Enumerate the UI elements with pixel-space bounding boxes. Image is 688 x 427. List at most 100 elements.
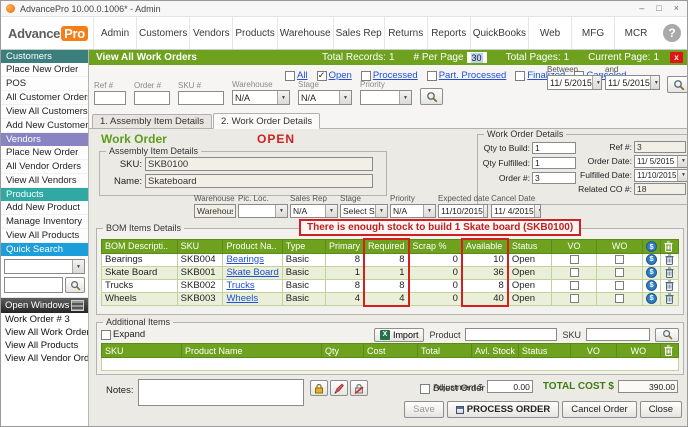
sidebar-item[interactable]: Place New Order — [1, 63, 88, 77]
qty-fulfilled-field[interactable] — [532, 156, 576, 169]
order-filter-input[interactable] — [134, 91, 170, 105]
col-sku[interactable]: SKU — [176, 238, 224, 254]
col-type[interactable]: Type — [281, 238, 327, 254]
sidebar-item[interactable]: All Vendor Orders — [1, 160, 88, 174]
sidebar-item[interactable]: View All Vendors — [1, 174, 88, 188]
trash-icon[interactable] — [665, 280, 674, 291]
dollar-icon[interactable]: $ — [646, 267, 658, 278]
vo-checkbox[interactable] — [569, 280, 579, 290]
menu-item[interactable]: MFG — [571, 17, 614, 49]
close-button[interactable]: Close — [639, 401, 682, 418]
col-available[interactable]: Available — [460, 237, 509, 254]
direct-order-checkbox[interactable]: Direct Order — [420, 383, 485, 394]
tab[interactable]: 1. Assembly Item Details — [92, 114, 213, 128]
menu-item[interactable]: Sales Rep — [332, 17, 384, 49]
fulfilled-date-picker[interactable]: 11/10/2015 — [634, 168, 687, 182]
notes-textarea[interactable] — [138, 379, 304, 406]
priority-dropdown[interactable]: N/A — [390, 204, 436, 218]
wo-checkbox[interactable] — [615, 280, 625, 290]
adjustment-input[interactable] — [486, 380, 533, 393]
tab[interactable]: 2. Work Order Details — [213, 113, 321, 129]
menu-item[interactable]: Admin — [93, 17, 136, 49]
stage-dropdown[interactable]: Select S — [340, 204, 388, 218]
import-button[interactable]: X Import — [373, 327, 425, 342]
wo-checkbox[interactable] — [615, 293, 625, 303]
open-window-item[interactable]: Work Order # 3 — [5, 314, 70, 325]
additional-search-button[interactable] — [655, 327, 679, 342]
cancel-date-picker[interactable]: 11/ 4/2015 — [491, 204, 542, 218]
bom-cell-required[interactable]: 8 — [363, 278, 410, 293]
dollar-icon[interactable]: $ — [646, 293, 658, 304]
dollar-icon[interactable]: $ — [646, 254, 658, 265]
vo-checkbox[interactable] — [569, 267, 579, 277]
cancel-order-button[interactable]: Cancel Order — [562, 401, 637, 418]
bom-cell-scrap[interactable]: 0 — [408, 278, 463, 293]
lock-note-button[interactable] — [310, 380, 328, 396]
product-link[interactable]: Trucks — [226, 279, 255, 291]
per-page-input[interactable]: 30 — [466, 52, 487, 63]
sku-search-input[interactable] — [586, 328, 650, 341]
open-window-item[interactable]: View All Work Orders — [5, 327, 89, 338]
expected-date-picker[interactable]: 11/10/2015 — [438, 204, 488, 218]
and-date-picker[interactable]: 11/ 5/2015 — [605, 75, 660, 90]
product-search-input[interactable] — [465, 328, 558, 341]
open-window-item[interactable]: View All Products — [5, 340, 79, 351]
stage-filter-dropdown[interactable]: N/A — [298, 90, 352, 105]
sidebar-item[interactable]: POS — [1, 77, 88, 91]
menu-item[interactable]: Warehouse — [276, 17, 333, 49]
product-link[interactable]: Wheels — [226, 292, 259, 304]
close-icon[interactable]: × — [673, 3, 679, 13]
quick-search-button[interactable] — [65, 277, 85, 293]
bom-cell-required[interactable]: 4 — [363, 291, 410, 307]
priority-filter-dropdown[interactable] — [360, 90, 412, 105]
wo-checkbox[interactable] — [615, 254, 625, 264]
quick-search-input[interactable] — [4, 277, 63, 293]
menu-item[interactable]: Products — [232, 17, 276, 49]
sidebar-item[interactable]: All Customer Orders — [1, 91, 88, 105]
expand-checkbox[interactable]: Expand — [101, 329, 145, 340]
menu-item[interactable]: Reports — [426, 17, 470, 49]
pic-loc-dropdown[interactable] — [238, 204, 288, 218]
help-button[interactable]: ? — [657, 17, 687, 49]
col-status[interactable]: Status — [507, 238, 552, 254]
sales-rep-dropdown[interactable]: N/A — [290, 204, 338, 218]
order-number-field[interactable] — [532, 171, 576, 184]
filter-checkbox[interactable]: All — [285, 70, 308, 81]
trash-icon[interactable] — [665, 254, 674, 265]
trash-icon[interactable] — [665, 293, 674, 304]
bom-cell-scrap[interactable]: 0 — [408, 291, 463, 307]
date-search-button[interactable] — [667, 76, 687, 93]
col-bom-description[interactable]: BOM Descripti.. — [101, 238, 178, 254]
col-vo[interactable]: VO — [550, 238, 598, 254]
col-wo[interactable]: WO — [596, 238, 644, 254]
sidebar-item[interactable]: Manage Inventory — [1, 215, 88, 229]
vo-checkbox[interactable] — [569, 293, 579, 303]
bom-cell-scrap[interactable]: 0 — [408, 265, 463, 280]
sign-note-button[interactable] — [330, 380, 348, 396]
col-scrap[interactable]: Scrap % — [408, 238, 463, 254]
assembly-sku-field[interactable] — [145, 157, 373, 171]
product-link[interactable]: Skate Board — [226, 266, 279, 278]
menu-item[interactable]: QuickBooks — [469, 17, 528, 49]
filter-checkbox[interactable]: Part. Processed — [426, 70, 506, 81]
quick-search-dropdown[interactable] — [4, 259, 85, 274]
assembly-name-field[interactable] — [145, 174, 373, 188]
menu-item[interactable]: Customers — [135, 17, 189, 49]
qty-to-build-field[interactable] — [532, 141, 576, 154]
sku-filter-input[interactable] — [178, 91, 224, 105]
menu-item[interactable]: Returns — [383, 17, 427, 49]
bom-cell-scrap[interactable]: 0 — [408, 252, 463, 267]
close-page-button[interactable]: x — [670, 52, 683, 63]
filter-search-button[interactable] — [420, 88, 443, 105]
col-required[interactable]: Required — [363, 237, 410, 254]
bom-cell-required[interactable]: 1 — [363, 265, 410, 280]
maximize-icon[interactable]: □ — [656, 3, 662, 13]
menu-item[interactable]: MCR — [614, 17, 657, 49]
wo-checkbox[interactable] — [615, 267, 625, 277]
between-date-picker[interactable]: 11/ 5/2015 — [547, 75, 602, 90]
filter-checkbox[interactable]: Open — [316, 70, 352, 81]
menu-item[interactable]: Vendors — [189, 17, 232, 49]
bom-cell-required[interactable]: 8 — [363, 252, 410, 267]
dollar-icon[interactable]: $ — [646, 280, 658, 291]
process-order-button[interactable]: PROCESS ORDER — [446, 401, 560, 418]
